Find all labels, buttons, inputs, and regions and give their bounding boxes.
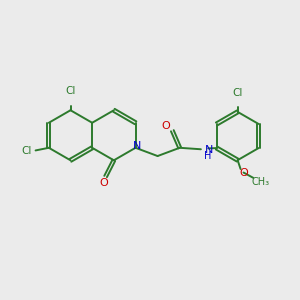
Text: CH₃: CH₃ [251, 177, 270, 187]
Text: O: O [161, 121, 170, 131]
Text: Cl: Cl [22, 146, 32, 156]
Text: O: O [239, 167, 248, 178]
Text: O: O [100, 178, 109, 188]
Text: H: H [204, 151, 212, 161]
Text: N: N [204, 145, 213, 155]
Text: N: N [133, 141, 141, 151]
Text: Cl: Cl [66, 86, 76, 96]
Text: Cl: Cl [232, 88, 243, 98]
